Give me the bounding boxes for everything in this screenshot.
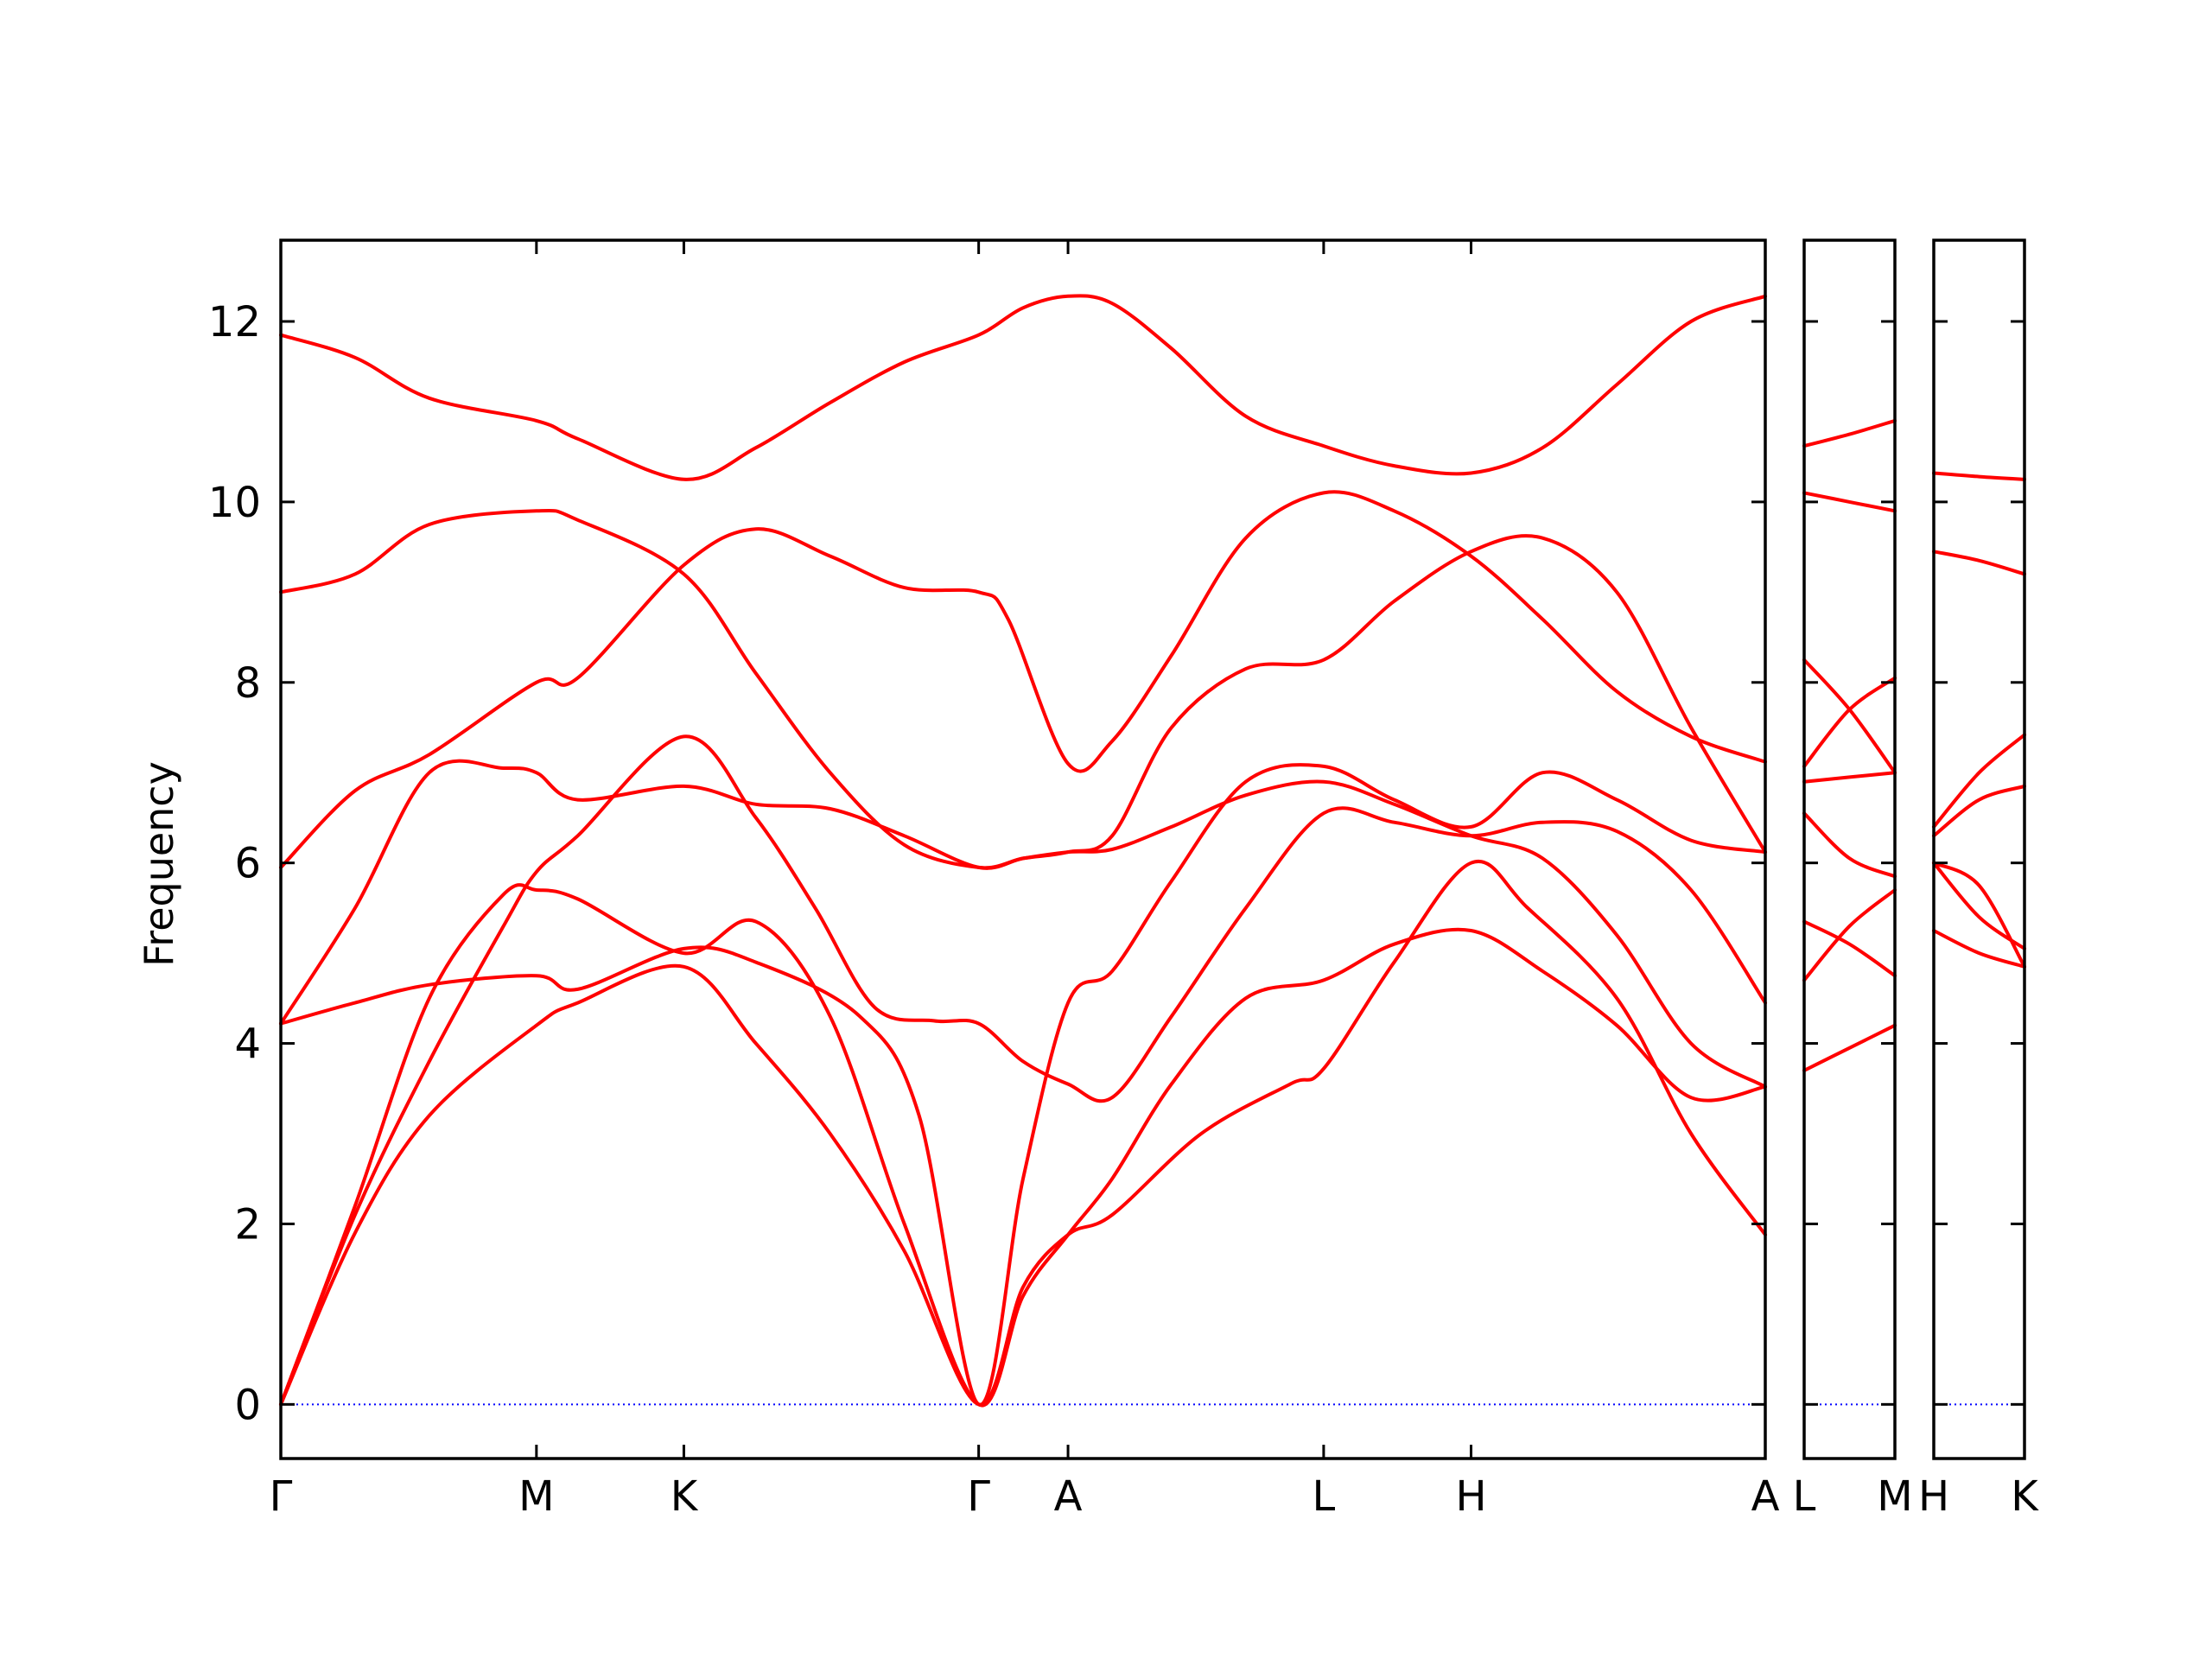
phonon-bands <box>279 294 2026 1408</box>
kpoint-label: M <box>518 1472 554 1521</box>
kpoint-label: H <box>1455 1472 1486 1521</box>
panel-frames <box>279 238 2026 1460</box>
kpoint-label: L <box>1313 1472 1336 1521</box>
frame-LM <box>1802 238 1897 1460</box>
band-LM-2 <box>1802 888 1897 982</box>
band-main-8 <box>279 294 1767 481</box>
kpoint-label: A <box>1751 1472 1780 1521</box>
frame-HK <box>1932 238 2026 1460</box>
band-HK-6 <box>1932 550 2026 576</box>
kpoint-label: H <box>1918 1472 1949 1521</box>
band-LM-1 <box>1802 1023 1897 1072</box>
ytick-label: 4 <box>234 1020 261 1069</box>
kpoint-label: A <box>1054 1472 1083 1521</box>
kpoint-label: K <box>671 1472 699 1521</box>
band-main-1 <box>279 859 1767 1407</box>
band-main-4 <box>279 763 1767 1407</box>
ytick-label: 2 <box>234 1200 261 1249</box>
band-LM-5 <box>1802 771 1897 784</box>
kpoint-label: Γ <box>270 1472 293 1521</box>
band-LM-4 <box>1802 811 1897 879</box>
band-HK-5 <box>1932 733 2026 829</box>
band-LM-7 <box>1802 658 1897 775</box>
kpoint-label: Γ <box>967 1472 990 1521</box>
band-HK-3 <box>1932 861 2026 969</box>
band-LM-3 <box>1802 919 1897 978</box>
y-axis-title: Frequency <box>136 761 182 967</box>
band-HK-4 <box>1932 784 2026 838</box>
kpoint-label: K <box>2011 1472 2039 1521</box>
ytick-label: 8 <box>234 659 261 708</box>
ytick-label: 6 <box>234 840 261 888</box>
kpoint-label: M <box>1877 1472 1912 1521</box>
frame-main <box>279 238 1767 1460</box>
ytick-label: 10 <box>208 479 261 527</box>
band-LM-8 <box>1802 491 1897 513</box>
kpoint-label: L <box>1793 1472 1816 1521</box>
ytick-label: 12 <box>208 298 261 346</box>
band-main-7 <box>279 508 1767 870</box>
band-main-6 <box>279 490 1767 869</box>
band-main-5 <box>279 883 1767 1408</box>
ytick-label: 0 <box>234 1381 261 1429</box>
band-HK-7 <box>1932 471 2026 481</box>
band-HK-1 <box>1932 929 2026 969</box>
band-LM-9 <box>1802 418 1897 448</box>
axis-ticks <box>279 240 2026 1459</box>
band-main-2 <box>279 734 1767 1407</box>
